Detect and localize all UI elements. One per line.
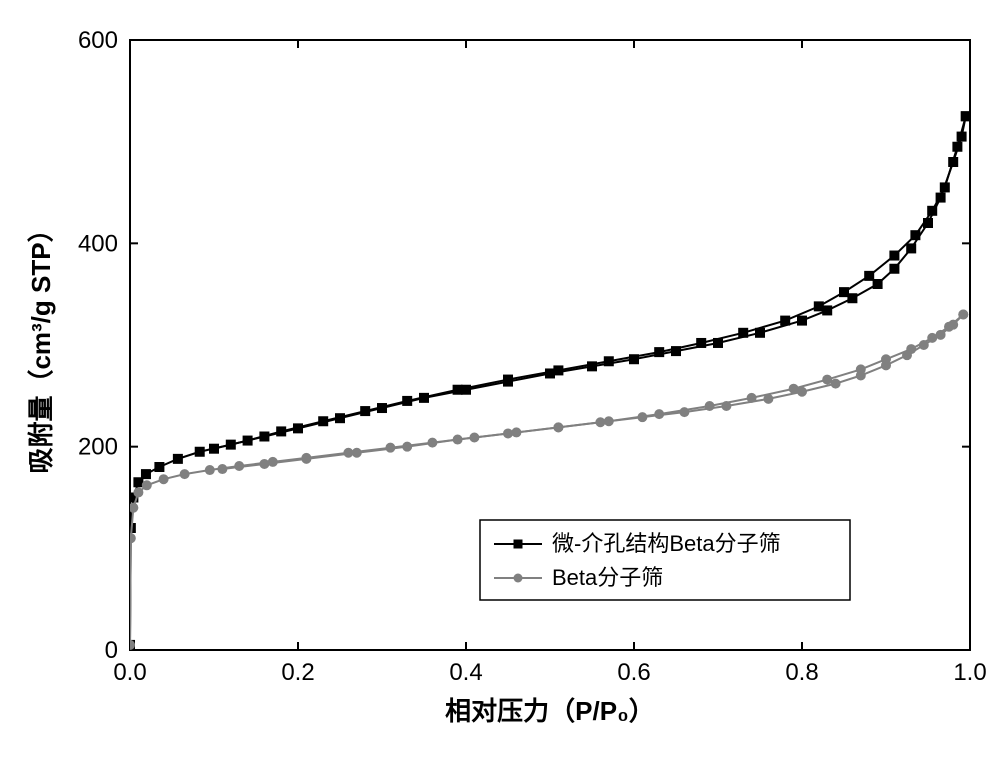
y-tick-label: 400 xyxy=(78,230,118,257)
series-marker-square xyxy=(840,288,849,297)
series-marker-square xyxy=(195,447,204,456)
x-tick-label: 0.4 xyxy=(449,659,482,686)
series-marker-square xyxy=(141,470,150,479)
series-marker-circle xyxy=(218,465,227,474)
series-marker-circle xyxy=(959,310,968,319)
series-marker-circle xyxy=(705,402,714,411)
series-marker-square xyxy=(911,231,920,240)
legend-marker-square xyxy=(514,540,523,549)
series-marker-circle xyxy=(907,345,916,354)
x-tick-label: 1.0 xyxy=(953,659,986,686)
x-tick-label: 0.8 xyxy=(785,659,818,686)
series-marker-square xyxy=(277,427,286,436)
series-marker-square xyxy=(865,271,874,280)
series-marker-circle xyxy=(205,466,214,475)
series-marker-circle xyxy=(504,429,513,438)
y-tick-label: 200 xyxy=(78,434,118,461)
legend-label: Beta分子筛 xyxy=(552,565,663,590)
series-marker-circle xyxy=(604,417,613,426)
series-marker-square xyxy=(928,206,937,215)
series-marker-circle xyxy=(945,322,954,331)
series-marker-square xyxy=(739,328,748,337)
series-marker-square xyxy=(697,338,706,347)
series-marker-square xyxy=(554,366,563,375)
series-marker-square xyxy=(453,385,462,394)
series-marker-circle xyxy=(856,365,865,374)
series-marker-square xyxy=(907,244,916,253)
series-marker-square xyxy=(504,375,513,384)
series-marker-square xyxy=(173,454,182,463)
x-axis-label: 相对压力（P/P₀） xyxy=(445,696,655,726)
series-marker-square xyxy=(604,357,613,366)
series-marker-square xyxy=(953,142,962,151)
series-marker-circle xyxy=(823,375,832,384)
series-marker-square xyxy=(890,251,899,260)
series-marker-square xyxy=(823,306,832,315)
series-marker-square xyxy=(940,183,949,192)
series-marker-circle xyxy=(789,384,798,393)
x-tick-label: 0.2 xyxy=(281,659,314,686)
series-marker-square xyxy=(781,316,790,325)
series-marker-circle xyxy=(180,470,189,479)
series-marker-circle xyxy=(159,475,168,484)
series-marker-circle xyxy=(352,448,361,457)
series-marker-square xyxy=(243,436,252,445)
series-marker-circle xyxy=(747,393,756,402)
series-marker-circle xyxy=(831,379,840,388)
series-marker-square xyxy=(319,417,328,426)
y-axis-label: 吸附量（cm³/g STP） xyxy=(26,216,56,473)
x-tick-label: 0.6 xyxy=(617,659,650,686)
series-marker-circle xyxy=(554,423,563,432)
series-marker-square xyxy=(155,463,164,472)
series-marker-circle xyxy=(134,488,143,497)
series-marker-square xyxy=(210,444,219,453)
series-marker-circle xyxy=(142,481,151,490)
series-marker-circle xyxy=(260,459,269,468)
series-marker-square xyxy=(873,280,882,289)
series-marker-circle xyxy=(882,355,891,364)
series-marker-circle xyxy=(129,503,138,512)
series-marker-square xyxy=(655,348,664,357)
legend-marker-circle xyxy=(514,574,523,583)
series-marker-circle xyxy=(655,410,664,419)
y-tick-label: 0 xyxy=(105,637,118,664)
series-marker-square xyxy=(814,302,823,311)
series-marker-square xyxy=(361,407,370,416)
series-marker-circle xyxy=(453,435,462,444)
series-marker-circle xyxy=(403,442,412,451)
isotherm-chart: 0.0 0.2 0.4 0.6 0.8 1.0 0 200 400 600 相对压力（P/P₀） 吸附… xyxy=(0,0,1000,768)
series-marker-square xyxy=(890,264,899,273)
legend-label: 微-介孔结构Beta分子筛 xyxy=(552,531,781,556)
series-marker-square xyxy=(798,316,807,325)
series-marker-circle xyxy=(928,333,937,342)
chart-container: 0.0 0.2 0.4 0.6 0.8 1.0 0 200 400 600 相对压力（P/P₀） 吸附… xyxy=(0,0,1000,768)
series-marker-circle xyxy=(798,387,807,396)
y-tick-label: 600 xyxy=(78,27,118,54)
x-tick-label: 0.0 xyxy=(113,659,146,686)
series-marker-circle xyxy=(302,454,311,463)
series-marker-square xyxy=(961,112,970,121)
series-marker-square xyxy=(848,294,857,303)
series-marker-square xyxy=(403,396,412,405)
